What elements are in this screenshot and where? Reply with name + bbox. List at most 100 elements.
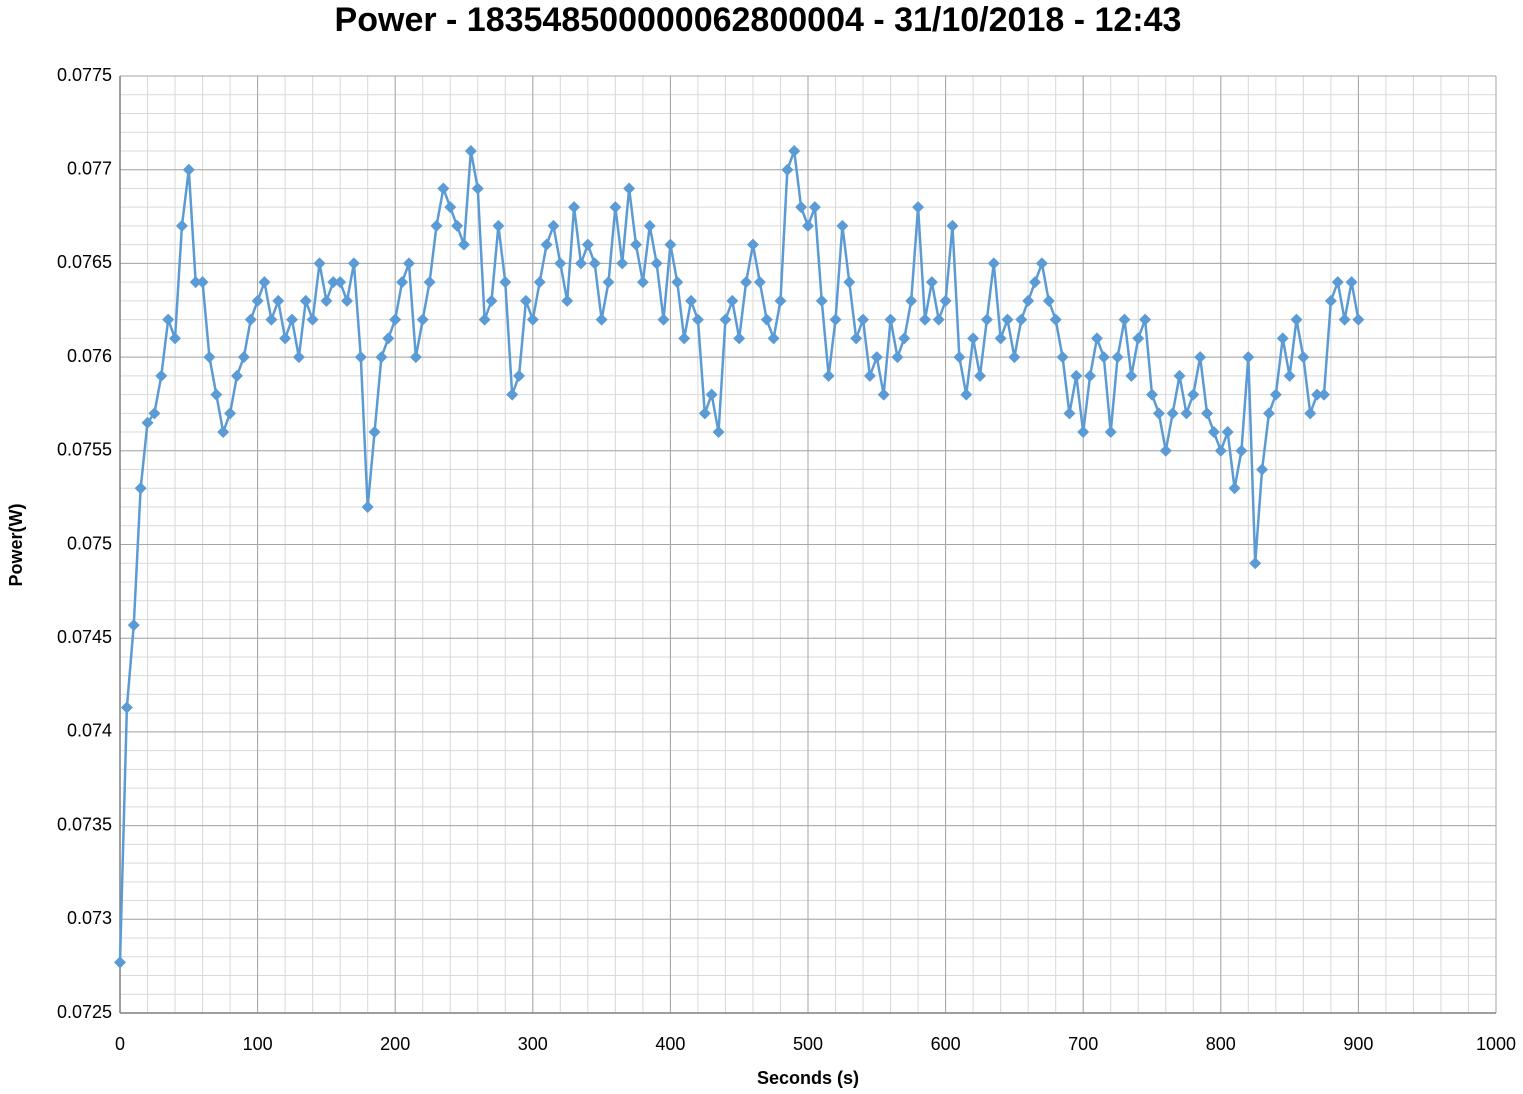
data-marker xyxy=(375,351,388,364)
x-tick-label: 400 xyxy=(655,1034,685,1054)
data-marker xyxy=(1063,407,1076,420)
data-marker xyxy=(1249,557,1262,570)
data-marker xyxy=(822,369,835,382)
data-marker xyxy=(967,332,980,345)
data-marker xyxy=(987,257,1000,270)
data-marker xyxy=(313,257,326,270)
data-marker xyxy=(1324,294,1337,307)
data-marker xyxy=(918,313,931,326)
y-tick-label: 0.073 xyxy=(67,908,112,928)
data-marker xyxy=(210,388,223,401)
data-marker xyxy=(120,701,133,714)
data-marker xyxy=(664,238,677,251)
data-marker xyxy=(396,276,409,289)
data-marker xyxy=(705,388,718,401)
data-marker xyxy=(815,294,828,307)
data-marker xyxy=(1104,426,1117,439)
x-tick-label: 600 xyxy=(931,1034,961,1054)
chart-title: Power - 183548500000062800004 - 31/10/20… xyxy=(335,1,1182,39)
data-marker xyxy=(616,257,629,270)
data-marker xyxy=(437,182,450,195)
data-marker xyxy=(843,276,856,289)
data-marker xyxy=(279,332,292,345)
data-marker xyxy=(1311,388,1324,401)
y-tick-label: 0.074 xyxy=(67,721,112,741)
data-marker xyxy=(306,313,319,326)
data-marker xyxy=(471,182,484,195)
data-marker xyxy=(175,219,188,232)
x-axis-label: Seconds (s) xyxy=(757,1068,859,1088)
data-marker xyxy=(1008,351,1021,364)
data-marker xyxy=(1262,407,1275,420)
data-marker xyxy=(1187,388,1200,401)
data-marker xyxy=(925,276,938,289)
data-marker xyxy=(258,276,271,289)
data-marker xyxy=(430,219,443,232)
data-marker xyxy=(389,313,402,326)
data-marker xyxy=(1090,332,1103,345)
data-marker xyxy=(595,313,608,326)
data-marker xyxy=(1214,444,1227,457)
data-marker xyxy=(492,219,505,232)
data-marker xyxy=(1146,388,1158,401)
data-marker xyxy=(1318,388,1330,401)
data-marker xyxy=(960,388,973,401)
data-marker xyxy=(1338,313,1351,326)
x-tick-label: 300 xyxy=(518,1034,548,1054)
data-marker xyxy=(561,294,574,307)
data-marker xyxy=(671,276,684,289)
data-marker xyxy=(506,388,519,401)
x-tick-label: 1000 xyxy=(1476,1034,1516,1054)
data-marker xyxy=(162,313,175,326)
data-marker xyxy=(230,369,243,382)
data-marker xyxy=(286,313,298,326)
data-marker xyxy=(953,351,966,364)
y-tick-label: 0.0775 xyxy=(57,65,112,85)
data-marker xyxy=(519,294,532,307)
data-marker xyxy=(547,219,560,232)
data-marker xyxy=(698,407,711,420)
data-marker xyxy=(368,426,381,439)
data-marker xyxy=(1331,276,1344,289)
y-tick-label: 0.0735 xyxy=(57,814,112,834)
data-marker xyxy=(863,369,876,382)
data-marker xyxy=(1297,351,1310,364)
data-marker xyxy=(630,238,642,251)
data-marker xyxy=(265,313,278,326)
data-marker xyxy=(850,332,863,345)
data-marker xyxy=(939,294,952,307)
data-marker xyxy=(1056,351,1069,364)
data-marker xyxy=(114,956,126,969)
x-tick-label: 500 xyxy=(793,1034,823,1054)
data-marker xyxy=(251,294,264,307)
data-marker xyxy=(1125,369,1138,382)
data-marker xyxy=(1029,276,1042,289)
data-marker xyxy=(272,294,285,307)
x-tick-label: 900 xyxy=(1343,1034,1373,1054)
data-marker xyxy=(526,313,539,326)
data-marker xyxy=(870,351,883,364)
data-marker xyxy=(912,201,925,214)
data-marker xyxy=(884,313,897,326)
data-marker xyxy=(574,257,587,270)
data-marker xyxy=(994,332,1007,345)
data-marker xyxy=(499,276,512,289)
data-marker xyxy=(416,313,429,326)
data-marker xyxy=(299,294,312,307)
data-marker xyxy=(678,332,691,345)
data-marker xyxy=(767,332,780,345)
data-marker xyxy=(1049,313,1062,326)
data-marker xyxy=(148,407,161,420)
data-marker xyxy=(1159,444,1172,457)
y-tick-label: 0.0755 xyxy=(57,440,112,460)
data-marker xyxy=(1097,351,1110,364)
data-marker xyxy=(905,294,918,307)
data-marker xyxy=(513,369,526,382)
data-marker xyxy=(444,201,457,214)
data-marker xyxy=(733,332,746,345)
data-marker xyxy=(829,313,842,326)
data-marker xyxy=(1242,351,1255,364)
data-marker xyxy=(760,313,773,326)
y-tick-label: 0.0745 xyxy=(57,627,112,647)
